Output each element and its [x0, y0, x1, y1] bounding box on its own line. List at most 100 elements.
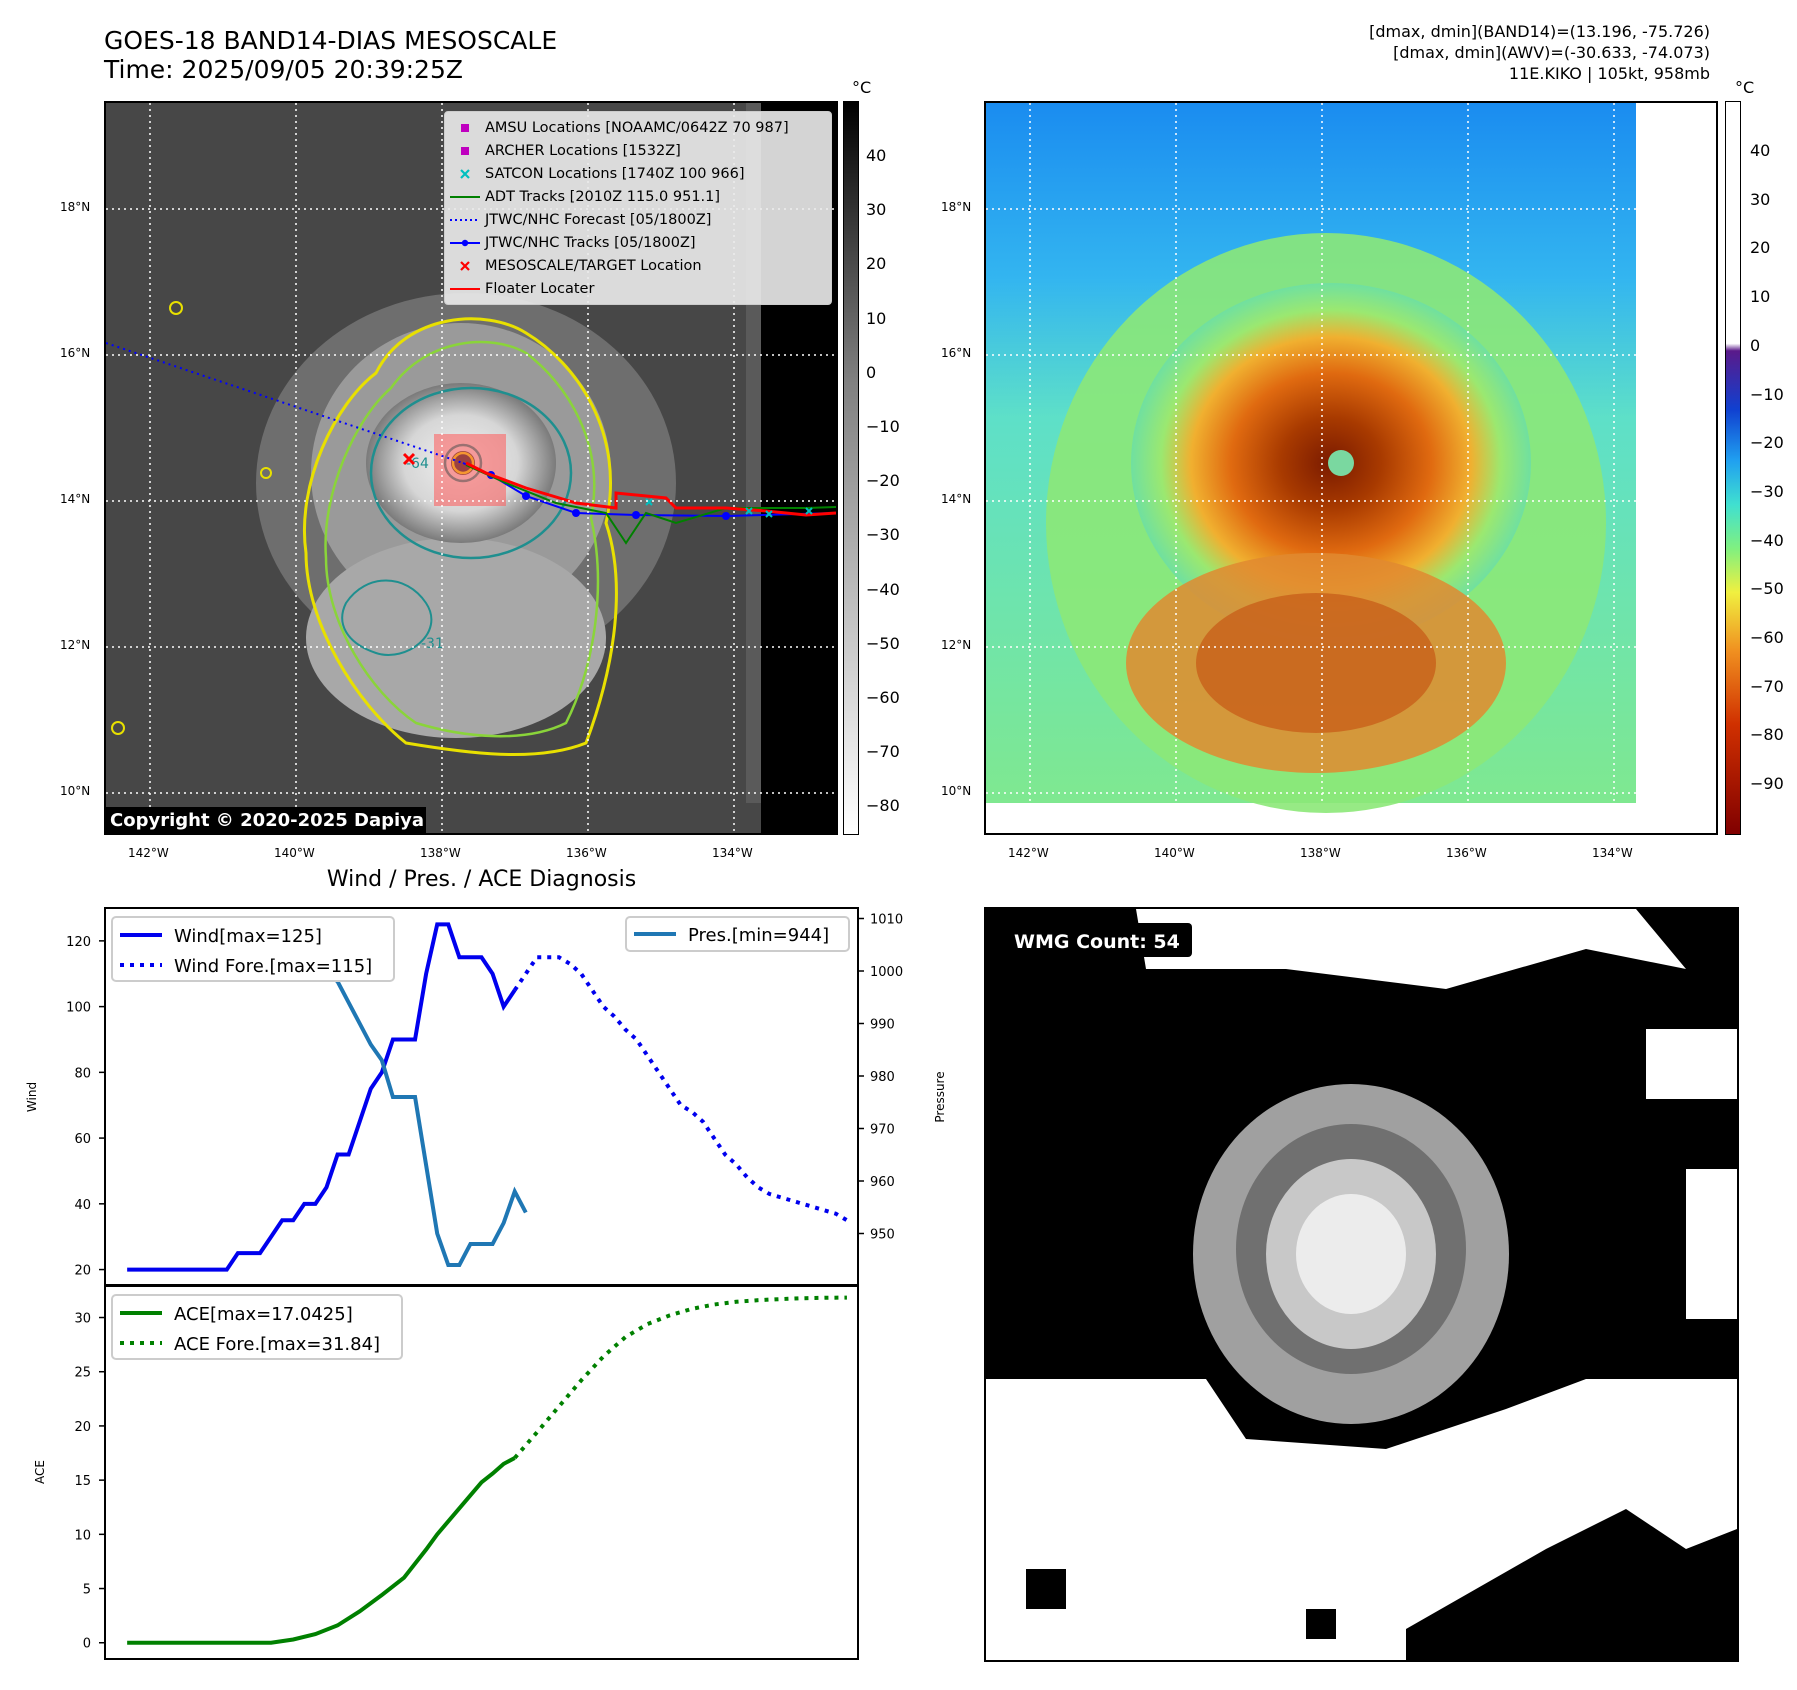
wmg-count-label: WMG Count: 54	[1014, 931, 1180, 953]
legend-item: MESOSCALE/TARGET Location	[445, 254, 831, 277]
lon-label-136w: 136°W	[566, 846, 607, 860]
gray-colorbar-tick: −40	[866, 579, 900, 599]
color-colorbar-tick: 30	[1750, 189, 1771, 209]
lon-label-134w-r: 134°W	[1592, 846, 1633, 860]
gray-colorbar-tick: 20	[866, 254, 887, 274]
legend-marker-line	[445, 283, 485, 295]
wind-ytick-label: 20	[74, 1264, 91, 1279]
gray-colorbar-tick: −60	[866, 688, 900, 707]
wind-legend: Wind[max=125] Wind Fore.[max=115]	[111, 916, 395, 982]
lat-label-18n-r: 18°N	[941, 200, 972, 214]
ace-ylabel: ACE	[33, 1460, 47, 1484]
map-legend: AMSU Locations [NOAAMC/0642Z 70 987] ARCH…	[444, 111, 832, 305]
color-colorbar-tick: −60	[1750, 628, 1784, 647]
color-colorbar-tick: −50	[1750, 579, 1784, 599]
color-colorbar-tick: 0	[1750, 335, 1761, 355]
legend-marker-square	[445, 145, 485, 157]
legend-item-label: MESOSCALE/TARGET Location	[485, 257, 702, 274]
ir-grayscale-map: -64 -31	[104, 101, 838, 835]
ace-ytick-label: 25	[74, 1366, 91, 1381]
pressure-legend: Pres.[min=944]	[625, 916, 850, 952]
color-colorbar	[1725, 101, 1741, 835]
ace-ytick-label: 15	[74, 1474, 91, 1489]
series-line-0	[127, 922, 517, 1272]
gray-colorbar-tick: 0	[866, 362, 877, 382]
ace-legend-label: ACE Fore.[max=31.84]	[174, 1334, 380, 1355]
legend-item-label: JTWC/NHC Tracks [05/1800Z]	[485, 234, 696, 251]
lat-label-12n-r: 12°N	[941, 638, 972, 652]
wind-pressure-chart: 20 40 60 80 100 120 950 960 970 980 990 1000 1010 Win…	[25, 907, 947, 1287]
wind-ytick-label: 100	[66, 1001, 91, 1016]
color-colorbar-tick: −40	[1750, 530, 1784, 550]
lon-label-140w-r: 140°W	[1154, 846, 1195, 860]
lat-label-16n: 16°N	[60, 346, 91, 360]
ace-ytick-label: 0	[83, 1637, 91, 1652]
wind-legend-label: Wind Fore.[max=115]	[174, 956, 372, 977]
lon-label-138w: 138°W	[420, 846, 461, 860]
lat-label-14n-r: 14°N	[941, 492, 972, 506]
ir-color-image	[986, 103, 1636, 813]
lon-label-138w-r: 138°W	[1300, 846, 1341, 860]
ace-legend: ACE[max=17.0425] ACE Fore.[max=31.84]	[111, 1294, 403, 1360]
ace-ytick-label: 30	[74, 1312, 91, 1327]
ace-chart: 0 5 10 15 20 25 30 ACE ACE[max=17.0425] ACE Fore.…	[33, 1284, 859, 1660]
color-colorbar-tick: 40	[1750, 141, 1771, 160]
color-colorbar-unit: °C	[1735, 78, 1755, 97]
wind-ytick-label: 40	[74, 1198, 91, 1213]
gray-colorbar-tick: 40	[866, 146, 887, 165]
color-colorbar-tick: 10	[1750, 287, 1771, 307]
lat-label-14n: 14°N	[60, 492, 91, 506]
wind-ytick-label: 60	[74, 1132, 91, 1147]
wmg-image: WMG Count: 54	[986, 909, 1737, 1660]
legend-item: ARCHER Locations [1532Z]	[445, 139, 831, 162]
color-colorbar-tick: −90	[1750, 774, 1784, 794]
gray-colorbar	[843, 101, 859, 835]
legend-marker-square	[445, 122, 485, 134]
pressure-ytick-label: 960	[870, 1175, 895, 1190]
info-band14: [dmax, dmin](BAND14)=(13.196, -75.726)	[1369, 22, 1710, 41]
gray-colorbar-tick: 10	[866, 308, 887, 328]
legend-marker-line	[445, 191, 485, 203]
gray-colorbar-tick: −50	[866, 633, 900, 653]
wind-ytick-label: 80	[74, 1066, 91, 1081]
ace-series-line-0	[127, 1456, 516, 1645]
legend-marker-line-dot	[445, 237, 485, 249]
color-colorbar-tick: −70	[1750, 676, 1784, 696]
diag-title: Wind / Pres. / ACE Diagnosis	[326, 867, 637, 892]
lat-label-10n: 10°N	[60, 784, 91, 798]
wmg-panel: WMG Count: 54	[984, 907, 1739, 1662]
ace-ytick-label: 10	[74, 1528, 91, 1543]
info-storm: 11E.KIKO | 105kt, 958mb	[1508, 64, 1710, 83]
legend-item-label: JTWC/NHC Forecast [05/1800Z]	[485, 211, 712, 228]
color-colorbar-tick: −20	[1750, 433, 1784, 453]
legend-item-label: ADT Tracks [2010Z 115.0 951.1]	[485, 188, 721, 205]
series-line-1	[513, 955, 848, 1222]
pressure-ytick-label: 980	[870, 1070, 895, 1085]
ir-color-map	[984, 101, 1718, 835]
legend-item: SATCON Locations [1740Z 100 966]	[445, 162, 831, 185]
lat-label-12n: 12°N	[60, 638, 91, 652]
legend-marker-dotted	[445, 214, 485, 226]
legend-marker-x	[445, 168, 485, 180]
ace-legend-label: ACE[max=17.0425]	[174, 1304, 353, 1325]
legend-item: Floater Locater	[445, 277, 831, 300]
gray-colorbar-tick: 30	[866, 200, 887, 220]
legend-item: ADT Tracks [2010Z 115.0 951.1]	[445, 185, 831, 208]
wind-legend-label: Wind[max=125]	[174, 926, 322, 947]
ace-ytick-label: 5	[83, 1583, 91, 1598]
lon-label-140w: 140°W	[274, 846, 315, 860]
lat-label-16n-r: 16°N	[941, 346, 972, 360]
ace-series-line-1	[513, 1295, 847, 1460]
lon-label-142w-r: 142°W	[1008, 846, 1049, 860]
legend-item: JTWC/NHC Tracks [05/1800Z]	[445, 231, 831, 254]
pressure-legend-label: Pres.[min=944]	[688, 925, 829, 946]
legend-item: JTWC/NHC Forecast [05/1800Z]	[445, 208, 831, 231]
gray-colorbar-tick: −10	[866, 417, 900, 436]
color-colorbar-tick: −80	[1750, 725, 1784, 745]
color-colorbar-tick: −10	[1750, 384, 1784, 404]
color-colorbar-tick: 20	[1750, 238, 1771, 258]
page-title: GOES-18 BAND14-DIAS MESOSCALE	[104, 26, 558, 55]
lat-label-10n-r: 10°N	[941, 784, 972, 798]
wind-ytick-label: 120	[66, 935, 91, 950]
color-colorbar-tick: −30	[1750, 481, 1784, 501]
